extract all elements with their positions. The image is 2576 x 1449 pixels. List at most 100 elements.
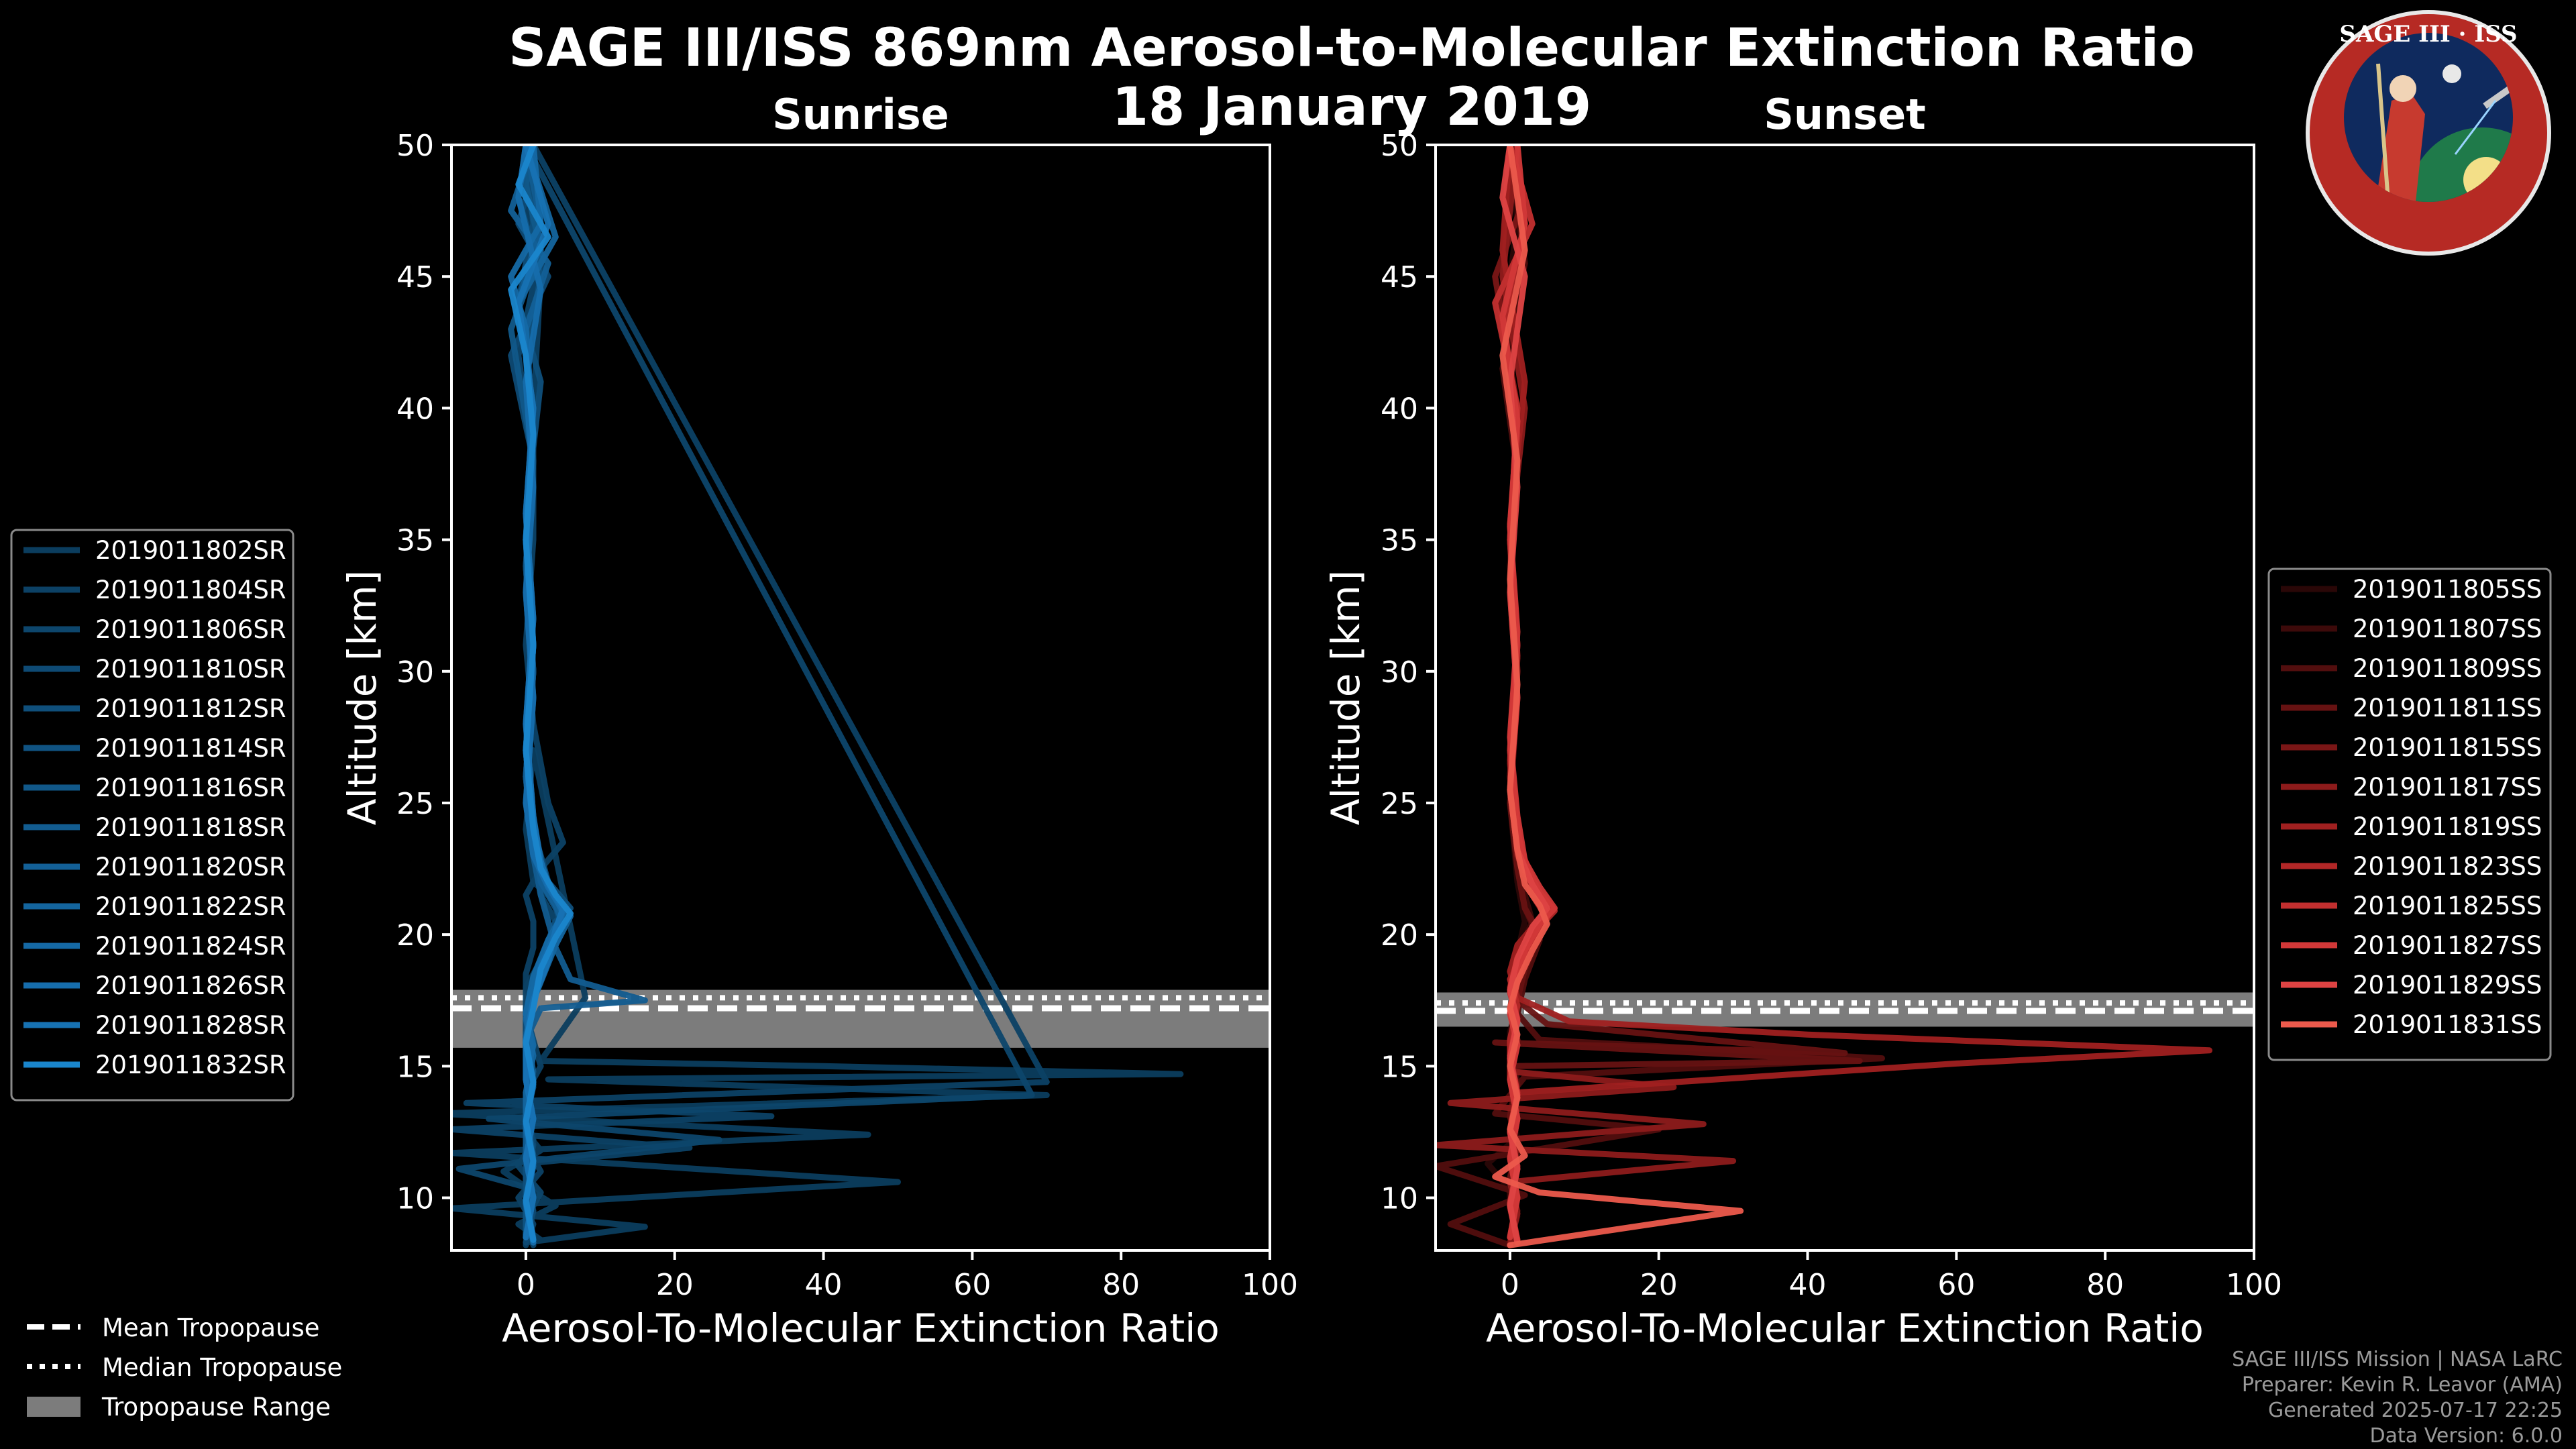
credit-mission: SAGE III/ISS Mission | NASA LaRC (2232, 1348, 2563, 1371)
legend-label-2019011814SR: 2019011814SR (95, 734, 286, 763)
sunrise-series-layer (451, 145, 1184, 1248)
series-line-2019011831SS (1492, 145, 1744, 1248)
sunrise-ytick-label: 20 (396, 918, 434, 953)
sunrise-plot-background (451, 145, 1270, 1250)
sunrise-legend: 2019011802SR 2019011804SR 2019011806SR 2019… (10, 529, 294, 1102)
logo-staff-icon (2376, 63, 2390, 202)
sunset-ytick-label: 10 (1381, 1182, 1418, 1216)
legend-label-2019011828SR: 2019011828SR (95, 1011, 286, 1040)
sunrise-tropopause-layer (451, 989, 1270, 1048)
sunrise-ytick-label: 30 (396, 655, 434, 690)
sunrise-ytick-label: 50 (396, 129, 434, 163)
credit-preparer: Preparer: Kevin R. Leavor (AMA) (2242, 1373, 2563, 1397)
legend-label-2019011829SS: 2019011829SS (2353, 971, 2542, 1000)
sage-iii-iss-logo: SAGE III · ISS (2306, 10, 2551, 256)
figure-title: SAGE III/ISS 869nm Aerosol-to-Molecular … (508, 18, 2195, 78)
sunrise-plot-frame (450, 144, 1271, 1252)
sunset-plot-background (1436, 145, 2254, 1250)
logo-station-icon (2483, 85, 2512, 109)
legend-label-2019011825SS: 2019011825SS (2353, 892, 2542, 920)
sunrise-xtick-label: 0 (517, 1268, 535, 1302)
logo-title: SAGE III · ISS (2339, 21, 2517, 48)
sunrise-ytick-label: 35 (396, 524, 434, 558)
sunrise-legend-frame (10, 529, 294, 1102)
legend-label-2019011832SR: 2019011832SR (95, 1051, 286, 1079)
sunrise-panel: 0 20 40 60 80 100 10 15 20 25 30 35 40 45 50 Aerosol-T… (339, 129, 1298, 1351)
legend-label-2019011802SR: 2019011802SR (95, 536, 286, 565)
legend-label-2019011807SS: 2019011807SS (2353, 614, 2542, 643)
tropopause-range-label: Tropopause Range (101, 1393, 331, 1421)
sunset-legend-frame (2267, 568, 2552, 1061)
sunrise-xtick-label: 20 (656, 1268, 694, 1302)
credit-data-version: Data Version: 6.0.0 (2370, 1424, 2563, 1448)
legend-label-2019011826SR: 2019011826SR (95, 971, 286, 1000)
legend-label-2019011823SS: 2019011823SS (2353, 852, 2542, 881)
credits: SAGE III/ISS Mission | NASA LaRC Prepare… (2232, 1348, 2563, 1448)
legend-label-2019011805SS: 2019011805SS (2353, 575, 2542, 604)
legend-label-2019011809SS: 2019011809SS (2353, 654, 2542, 683)
sunset-ytick-label: 20 (1381, 918, 1418, 953)
figure-date: 18 January 2019 (1112, 77, 1592, 138)
sunset-xtick-label: 40 (1789, 1268, 1827, 1302)
legend-label-2019011822SR: 2019011822SR (95, 892, 286, 921)
sunset-ytick-label: 25 (1381, 787, 1418, 821)
legend-label-2019011804SR: 2019011804SR (95, 576, 286, 604)
sunset-ticks: 0 20 40 60 80 100 10 15 20 25 30 35 40 45 50 (1381, 129, 2282, 1302)
sunset-ytick-label: 50 (1381, 129, 1418, 163)
legend-label-2019011824SR: 2019011824SR (95, 932, 286, 961)
legend-label-2019011816SR: 2019011816SR (95, 773, 286, 802)
legend-label-2019011811SS: 2019011811SS (2353, 694, 2542, 722)
sunset-plot-frame (1434, 144, 2255, 1252)
sunrise-ytick-label: 15 (396, 1050, 434, 1084)
legend-label-2019011817SS: 2019011817SS (2353, 773, 2542, 802)
sunset-xtick-label: 20 (1640, 1268, 1678, 1302)
legend-label-2019011815SS: 2019011815SS (2353, 733, 2542, 762)
sunrise-xtick-label: 60 (953, 1268, 991, 1302)
mean-tropopause-label: Mean Tropopause (102, 1313, 320, 1342)
sunset-legend: 2019011805SS 2019011807SS 2019011809SS 2019… (2267, 568, 2552, 1061)
sunset-ytick-label: 45 (1381, 260, 1418, 294)
sunrise-ticks: 0 20 40 60 80 100 10 15 20 25 30 35 40 45 50 (396, 129, 1298, 1302)
tropopause-range-swatch (27, 1397, 80, 1417)
sunrise-ytick-label: 40 (396, 392, 434, 426)
sunset-xtick-label: 80 (2086, 1268, 2124, 1302)
sunset-tropopause-layer (1436, 992, 2254, 1027)
sunrise-xtick-label: 40 (805, 1268, 843, 1302)
legend-label-2019011820SR: 2019011820SR (95, 853, 286, 881)
logo-figure-head-icon (2390, 75, 2416, 102)
sunset-xtick-label: 0 (1501, 1268, 1519, 1302)
legend-label-2019011812SR: 2019011812SR (95, 694, 286, 723)
legend-label-2019011827SS: 2019011827SS (2353, 931, 2542, 960)
sunset-ytick-label: 40 (1381, 392, 1418, 426)
series-line-2019011832SR (508, 145, 574, 1243)
panel-title-sunrise: Sunrise (772, 90, 949, 139)
legend-label-2019011810SR: 2019011810SR (95, 655, 286, 684)
sunrise-ytick-label: 45 (396, 260, 434, 294)
sunset-xtick-label: 60 (1937, 1268, 1975, 1302)
tropopause-legend: Mean Tropopause Median Tropopause Tropop… (27, 1313, 342, 1421)
credit-generated: Generated 2025-07-17 22:25 (2268, 1399, 2563, 1422)
sunrise-ytick-label: 10 (396, 1182, 434, 1216)
sunrise-xlabel: Aerosol-To-Molecular Extinction Ratio (502, 1305, 1220, 1351)
legend-label-2019011818SR: 2019011818SR (95, 813, 286, 842)
panel-title-sunset: Sunset (1764, 90, 1926, 139)
sunset-xlabel: Aerosol-To-Molecular Extinction Ratio (1486, 1305, 2204, 1351)
sunset-ytick-label: 35 (1381, 524, 1418, 558)
sunset-panel: 0 20 40 60 80 100 10 15 20 25 30 35 40 45 50 Aerosol-T… (1323, 129, 2282, 1351)
sunset-xtick-label: 100 (2226, 1268, 2282, 1302)
sunrise-ytick-label: 25 (396, 787, 434, 821)
legend-label-2019011831SS: 2019011831SS (2353, 1010, 2542, 1039)
sunrise-xtick-label: 80 (1102, 1268, 1140, 1302)
logo-beam-icon (2454, 100, 2497, 155)
logo-moon-icon (2443, 64, 2461, 83)
sunrise-ylabel: Altitude [km] (339, 570, 385, 825)
median-tropopause-label: Median Tropopause (102, 1353, 342, 1382)
legend-label-2019011806SR: 2019011806SR (95, 615, 286, 644)
sunrise-xtick-label: 100 (1242, 1268, 1298, 1302)
legend-label-2019011819SS: 2019011819SS (2353, 812, 2542, 841)
sunset-ytick-label: 15 (1381, 1050, 1418, 1084)
sunset-ylabel: Altitude [km] (1323, 570, 1368, 825)
sunset-series-layer (1436, 145, 2212, 1248)
sunset-ytick-label: 30 (1381, 655, 1418, 690)
